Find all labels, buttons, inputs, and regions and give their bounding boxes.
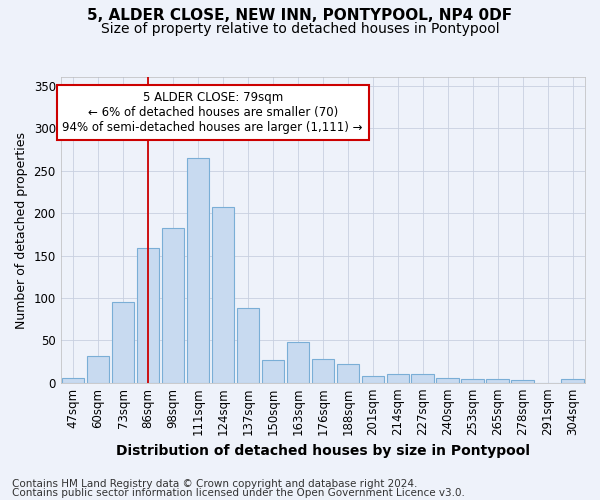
- Bar: [511, 380, 534, 382]
- Bar: [461, 380, 484, 382]
- Text: 5 ALDER CLOSE: 79sqm
← 6% of detached houses are smaller (70)
94% of semi-detach: 5 ALDER CLOSE: 79sqm ← 6% of detached ho…: [62, 91, 363, 134]
- Text: Contains HM Land Registry data © Crown copyright and database right 2024.: Contains HM Land Registry data © Crown c…: [12, 479, 418, 489]
- Bar: [62, 378, 85, 382]
- Bar: [362, 376, 384, 382]
- Bar: [262, 360, 284, 382]
- Bar: [412, 374, 434, 382]
- Text: 5, ALDER CLOSE, NEW INN, PONTYPOOL, NP4 0DF: 5, ALDER CLOSE, NEW INN, PONTYPOOL, NP4 …: [88, 8, 512, 22]
- Bar: [187, 158, 209, 382]
- Bar: [487, 380, 509, 382]
- Bar: [162, 228, 184, 382]
- Bar: [137, 248, 159, 382]
- Bar: [287, 342, 309, 382]
- Text: Contains public sector information licensed under the Open Government Licence v3: Contains public sector information licen…: [12, 488, 465, 498]
- Bar: [561, 380, 584, 382]
- Bar: [311, 359, 334, 382]
- Bar: [236, 308, 259, 382]
- X-axis label: Distribution of detached houses by size in Pontypool: Distribution of detached houses by size …: [116, 444, 530, 458]
- Y-axis label: Number of detached properties: Number of detached properties: [15, 132, 28, 328]
- Bar: [212, 207, 234, 382]
- Bar: [87, 356, 109, 382]
- Bar: [337, 364, 359, 382]
- Bar: [436, 378, 459, 382]
- Bar: [386, 374, 409, 382]
- Bar: [112, 302, 134, 382]
- Text: Size of property relative to detached houses in Pontypool: Size of property relative to detached ho…: [101, 22, 499, 36]
